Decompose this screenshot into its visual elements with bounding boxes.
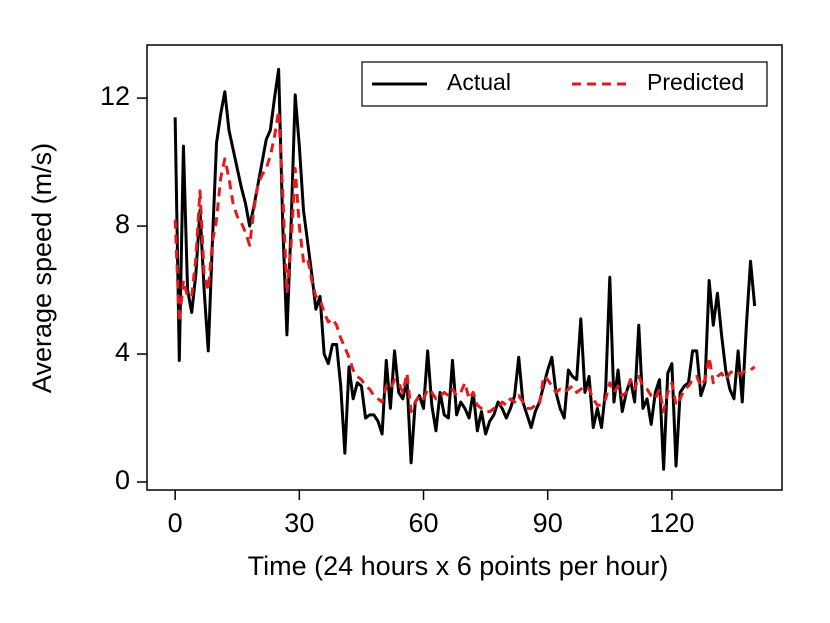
legend-box: [361, 61, 768, 107]
legend-label: Predicted: [647, 69, 744, 95]
legend-label: Actual: [447, 69, 511, 95]
x-tick-label: 90: [533, 508, 563, 538]
y-tick-label: 8: [115, 209, 130, 239]
x-axis-label: Time (24 hours x 6 points per hour): [248, 551, 669, 581]
y-tick-label: 0: [115, 465, 130, 495]
x-tick-label: 0: [168, 508, 183, 538]
series-line: [173, 67, 757, 471]
y-tick-label: 12: [100, 81, 130, 111]
y-axis-label: Average speed (m/s): [27, 143, 57, 393]
x-tick-label: 120: [649, 508, 694, 538]
series-line: [173, 109, 756, 414]
x-tick-label: 60: [408, 508, 438, 538]
legend: Actual Predicted: [361, 61, 768, 107]
x-tick-label: 30: [284, 508, 314, 538]
plot-frame: [146, 44, 783, 491]
y-tick-label: 4: [115, 337, 130, 367]
